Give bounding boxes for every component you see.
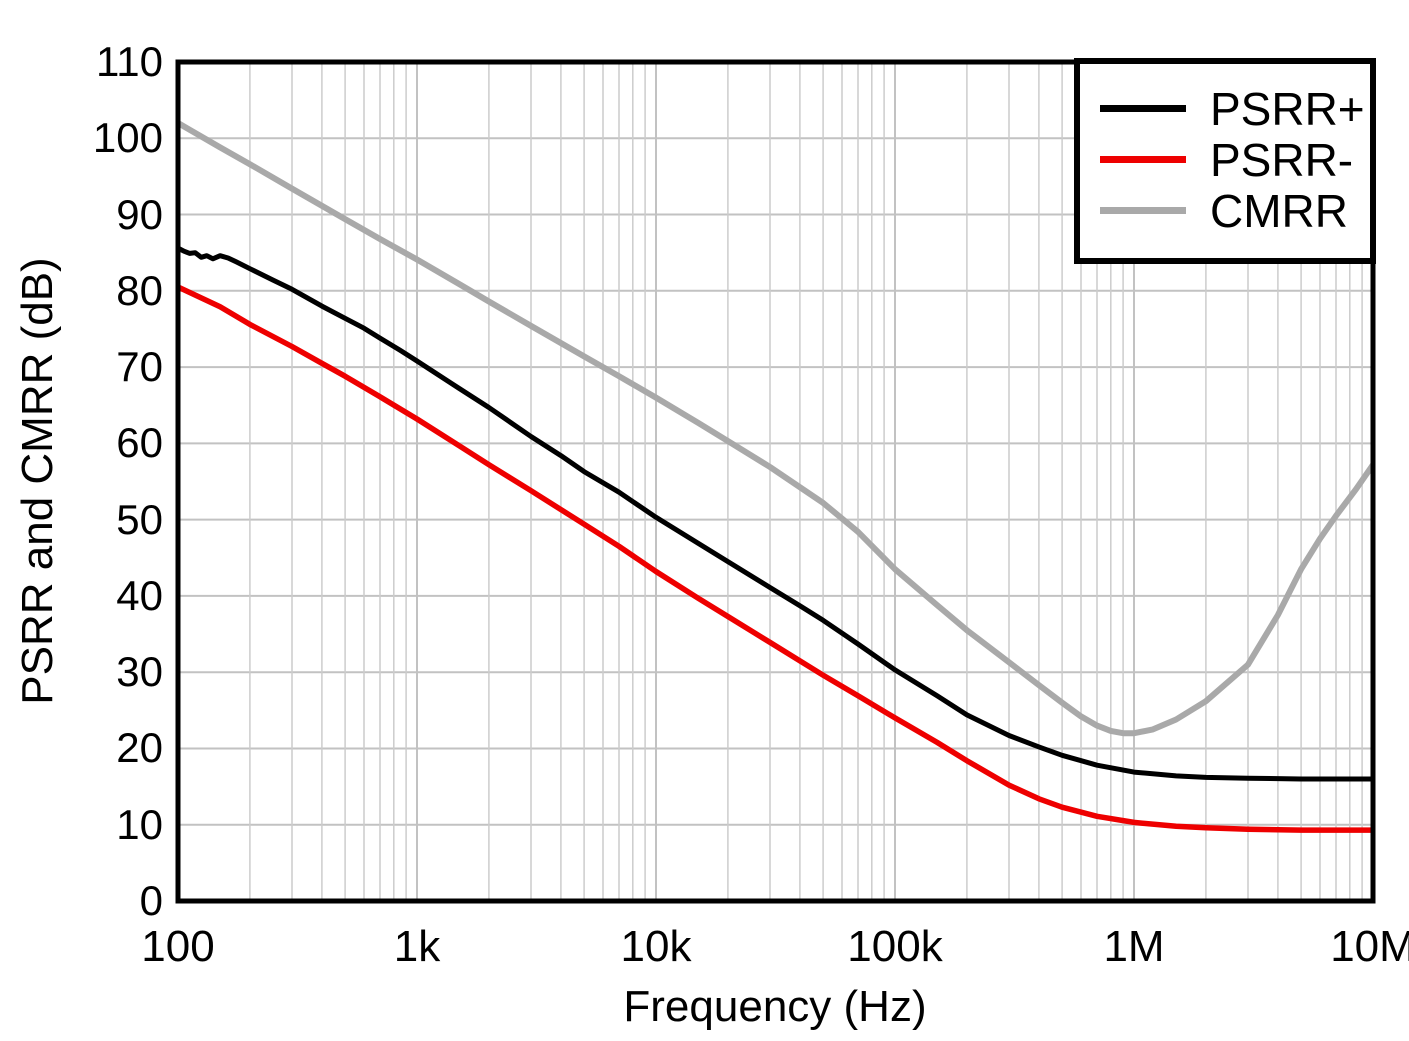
- y-tick-label-110: 110: [96, 38, 163, 85]
- legend-line-swatch: [1100, 207, 1186, 214]
- curve-cmrr: [176, 120, 1376, 737]
- y-tick-label-40: 40: [116, 571, 163, 619]
- legend-item-psrr: PSRR-: [1080, 134, 1370, 185]
- x-tick-label-10k: 10k: [620, 922, 692, 971]
- legend-line-swatch: [1100, 105, 1186, 112]
- legend-label: PSRR-: [1210, 133, 1354, 186]
- x-tick-label-100: 100: [141, 922, 215, 971]
- series-layer: [176, 120, 1376, 833]
- y-tick-label-0: 0: [139, 877, 163, 924]
- legend-line-swatch: [1100, 156, 1186, 163]
- y-axis-title: PSRR and CMRR (dB): [13, 257, 62, 705]
- x-tick-label-1M: 1M: [1103, 922, 1165, 971]
- y-tick-label-80: 80: [116, 266, 163, 314]
- x-tick-label-1k: 1k: [393, 922, 441, 971]
- legend-item-psrr: PSRR+: [1080, 83, 1370, 134]
- legend-label: CMRR: [1210, 184, 1348, 237]
- y-tick-label-10: 10: [116, 800, 163, 848]
- y-tick-label-50: 50: [116, 495, 163, 543]
- y-tick-label-100: 100: [92, 114, 163, 162]
- plot-border: [175, 59, 1376, 904]
- y-tick-label-60: 60: [116, 419, 163, 467]
- legend-box: PSRR+ PSRR- CMRR: [1074, 58, 1376, 264]
- x-tick-label-10M: 10M: [1330, 922, 1409, 971]
- legend-item-cmrr: CMRR: [1080, 185, 1370, 236]
- y-tick-label-20: 20: [116, 724, 163, 772]
- y-tick-label-90: 90: [116, 190, 163, 238]
- legend-label: PSRR+: [1210, 82, 1365, 135]
- y-tick-label-70: 70: [116, 343, 163, 391]
- curve-psrr: [176, 245, 1373, 782]
- x-tick-label-100k: 100k: [847, 922, 943, 971]
- y-tick-label-30: 30: [116, 648, 163, 696]
- x-axis-title: Frequency (Hz): [623, 982, 927, 1031]
- curve-psrr: [176, 284, 1373, 833]
